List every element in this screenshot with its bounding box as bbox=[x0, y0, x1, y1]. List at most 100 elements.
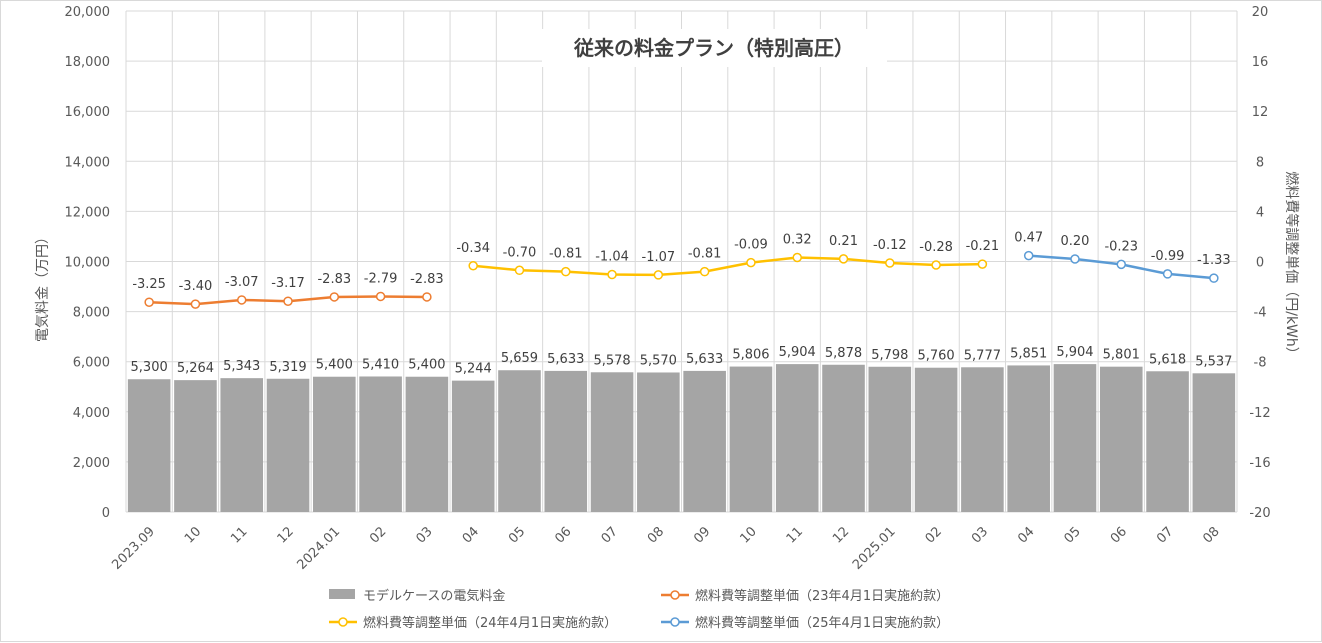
bar-layer bbox=[127, 364, 1236, 512]
label-layer: 5,300 5,264 5,343 5,319 5,400 5,410 5,400 5,244… bbox=[131, 231, 1233, 377]
y-axis-left-title: 電気料金（万円） bbox=[35, 230, 51, 342]
line-data-label: -0.09 bbox=[734, 238, 768, 253]
line-data-label: -3.25 bbox=[132, 277, 166, 292]
y-right-tick-label: -4 bbox=[1254, 306, 1267, 321]
bar bbox=[729, 366, 773, 512]
line-point bbox=[514, 265, 525, 276]
line-data-label: -0.81 bbox=[688, 247, 722, 262]
bar bbox=[1192, 373, 1236, 512]
y-right-tick-label: 16 bbox=[1252, 55, 1269, 70]
line-data-label: -1.07 bbox=[642, 250, 676, 265]
legend-swatch-marker bbox=[338, 617, 348, 627]
bar bbox=[775, 364, 819, 512]
line-point bbox=[1116, 259, 1127, 270]
bar-data-label: 5,410 bbox=[362, 357, 399, 372]
bar bbox=[961, 367, 1004, 512]
line-point bbox=[885, 258, 895, 268]
y-left-tick-label: 14,000 bbox=[65, 155, 111, 170]
legend-swatch-bar bbox=[329, 589, 355, 599]
y-right-tick-label: 0 bbox=[1256, 256, 1264, 271]
bar-data-label: 5,400 bbox=[408, 358, 445, 373]
bar bbox=[359, 376, 402, 512]
bar bbox=[127, 379, 171, 512]
y-right-tick-label: 4 bbox=[1256, 205, 1264, 220]
line-point bbox=[190, 299, 201, 309]
bar bbox=[637, 372, 680, 512]
line-data-label: -3.07 bbox=[225, 275, 259, 290]
bar-data-label: 5,633 bbox=[686, 352, 723, 367]
bar-data-label: 5,798 bbox=[871, 348, 908, 363]
x-tick-label: 09 bbox=[691, 524, 713, 546]
bar bbox=[868, 366, 912, 512]
y-right-tick-label: -8 bbox=[1254, 356, 1267, 371]
y-left-tick-label: 4,000 bbox=[73, 406, 110, 421]
line-point bbox=[422, 292, 432, 302]
line-data-label: -1.04 bbox=[595, 250, 629, 265]
x-tick-label: 2024.01 bbox=[295, 524, 344, 573]
y-left-tick-label: 18,000 bbox=[65, 55, 111, 70]
bar-data-label: 5,801 bbox=[1103, 348, 1140, 363]
y-left-tick-label: 16,000 bbox=[65, 105, 111, 120]
y-left-tick-label: 20,000 bbox=[65, 5, 111, 20]
y-right-tick-label: 12 bbox=[1252, 105, 1269, 120]
line-data-label: -3.40 bbox=[179, 279, 213, 294]
line-point bbox=[283, 296, 293, 306]
legend-label: モデルケースの電気料金 bbox=[363, 588, 505, 604]
line-point bbox=[144, 297, 154, 307]
line-point bbox=[1023, 250, 1034, 261]
y-left-tick-label: 10,000 bbox=[65, 256, 111, 271]
line-data-label: 0.47 bbox=[1014, 231, 1043, 246]
bar-data-label: 5,760 bbox=[917, 349, 954, 364]
bar-data-label: 5,851 bbox=[1010, 346, 1047, 361]
y-right-tick-label: -20 bbox=[1249, 506, 1270, 521]
y-left-tick-label: 12,000 bbox=[65, 205, 111, 220]
bar-data-label: 5,904 bbox=[779, 345, 816, 360]
line-point bbox=[746, 257, 756, 268]
bar-data-label: 5,806 bbox=[732, 348, 769, 363]
line-data-label: -3.17 bbox=[271, 276, 305, 291]
line-point bbox=[1162, 269, 1173, 279]
bar bbox=[1146, 371, 1189, 512]
series-line-2 bbox=[473, 256, 983, 277]
x-tick-label: 11 bbox=[228, 524, 250, 546]
bar-data-label: 5,904 bbox=[1056, 345, 1093, 360]
line-data-label: -0.99 bbox=[1151, 249, 1185, 264]
line-data-label: -0.81 bbox=[549, 247, 583, 262]
legend-label: 燃料費等調整単価（25年4月1日実施約款） bbox=[695, 615, 949, 631]
line-data-label: 0.20 bbox=[1061, 234, 1090, 249]
line-point bbox=[1070, 254, 1080, 264]
line-layer bbox=[144, 250, 1219, 309]
bar bbox=[1053, 364, 1097, 512]
x-tick-label: 05 bbox=[1062, 524, 1084, 546]
bar bbox=[683, 370, 726, 512]
bar-data-label: 5,244 bbox=[455, 362, 492, 377]
line-data-label: -1.33 bbox=[1197, 253, 1231, 268]
bar-data-label: 5,618 bbox=[1149, 352, 1186, 367]
x-tick-label: 11 bbox=[784, 524, 806, 546]
x-tick-label: 02 bbox=[367, 524, 389, 546]
bar-data-label: 5,633 bbox=[547, 352, 584, 367]
x-tick-label: 04 bbox=[1015, 524, 1037, 546]
line-point bbox=[838, 254, 849, 264]
bar bbox=[1099, 366, 1143, 512]
bar-data-label: 5,400 bbox=[316, 358, 353, 373]
line-data-label: -2.83 bbox=[410, 272, 444, 287]
line-data-label: -2.83 bbox=[317, 272, 351, 287]
x-tick-label: 12 bbox=[830, 524, 852, 546]
x-tick-label: 02 bbox=[923, 524, 945, 546]
line-point bbox=[607, 269, 617, 280]
legend-label: 燃料費等調整単価（23年4月1日実施約款） bbox=[695, 588, 949, 604]
line-data-label: -0.70 bbox=[503, 245, 537, 260]
bar-data-label: 5,300 bbox=[131, 360, 168, 375]
chart-title: 従来の料金プラン（特別高圧） bbox=[573, 36, 854, 60]
line-data-label: -0.21 bbox=[966, 239, 1000, 254]
line-point bbox=[931, 260, 941, 270]
bar bbox=[590, 372, 634, 512]
bar bbox=[544, 370, 588, 512]
y-left-tick-label: 6,000 bbox=[73, 356, 110, 371]
x-tick-label: 2023.09 bbox=[109, 524, 158, 573]
line-data-label: 0.21 bbox=[829, 234, 858, 249]
bar-data-label: 5,537 bbox=[1195, 354, 1232, 369]
